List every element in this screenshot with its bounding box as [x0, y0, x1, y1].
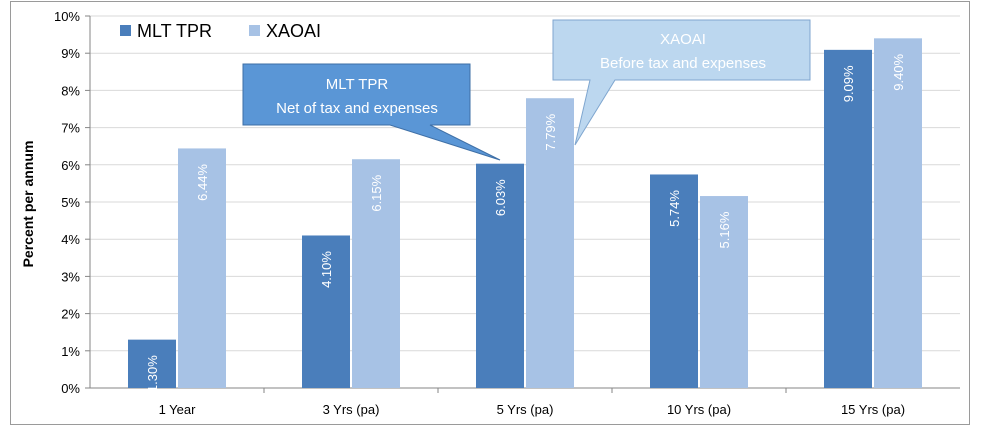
callout-box-xaoai	[552, 19, 811, 146]
y-tick-label: 10%	[54, 9, 80, 24]
callout-title-xaoai: XAOAI	[660, 31, 706, 48]
y-tick-label: 0%	[61, 381, 80, 396]
y-tick-label: 8%	[61, 83, 80, 98]
bar-mlt-tpr	[302, 235, 350, 388]
y-tick-label: 4%	[61, 232, 80, 247]
data-label-mlt-tpr: 4.10%	[319, 251, 334, 288]
x-tick-label: 15 Yrs (pa)	[841, 402, 905, 417]
data-label-mlt-tpr: 5.74%	[667, 190, 682, 227]
legend: MLT TPR XAOAI	[120, 21, 321, 41]
y-tick-label: 3%	[61, 269, 80, 284]
callout-xaoai: XAOAI Before tax and expenses	[552, 19, 811, 146]
y-tick-label: 7%	[61, 121, 80, 136]
callout-subtitle-xaoai: Before tax and expenses	[600, 55, 766, 72]
bar-mlt-tpr	[650, 174, 698, 388]
x-tick-label: 1 Year	[159, 402, 197, 417]
bar-xaoai	[526, 98, 574, 388]
y-tick-labels: 0% 1% 2% 3% 4% 5% 6% 7% 8% 9% 10%	[54, 9, 80, 396]
bar-xaoai	[352, 159, 400, 388]
y-tick-label: 9%	[61, 46, 80, 61]
x-tick-label: 3 Yrs (pa)	[323, 402, 380, 417]
legend-label-mlt-tpr: MLT TPR	[137, 21, 212, 41]
bar-xaoai	[700, 196, 748, 388]
bars	[128, 38, 922, 389]
callout-box-mlt-tpr	[242, 63, 501, 161]
y-tick-label: 2%	[61, 307, 80, 322]
data-label-mlt-tpr: 1.30%	[145, 355, 160, 392]
bar-xaoai	[178, 148, 226, 388]
legend-swatch-mlt-tpr	[120, 25, 131, 36]
data-label-xaoai: 6.44%	[195, 164, 210, 201]
data-labels: 1.30% 6.44% 4.10% 6.15% 6.03% 7.79% 5.74% 5.16%…	[145, 53, 906, 392]
bar-mlt-tpr	[476, 163, 524, 388]
callout-mlt-tpr: MLT TPR Net of tax and expenses	[242, 63, 501, 161]
data-label-xaoai: 9.40%	[891, 53, 906, 90]
y-tick-label: 6%	[61, 158, 80, 173]
bar-mlt-tpr	[824, 49, 872, 389]
bar-xaoai	[874, 38, 922, 388]
x-tick-labels: 1 Year 3 Yrs (pa) 5 Yrs (pa) 10 Yrs (pa) 15 …	[159, 402, 905, 417]
data-label-mlt-tpr: 9.09%	[841, 65, 856, 102]
y-tick-label: 5%	[61, 195, 80, 210]
x-tick-label: 5 Yrs (pa)	[497, 402, 554, 417]
y-axis-label: Percent per annum	[20, 141, 36, 268]
legend-swatch-xaoai	[249, 25, 260, 36]
x-tick-label: 10 Yrs (pa)	[667, 402, 731, 417]
bar-mlt-tpr	[128, 339, 176, 388]
data-label-mlt-tpr: 6.03%	[493, 179, 508, 216]
gridlines	[85, 15, 960, 393]
callout-subtitle-mlt-tpr: Net of tax and expenses	[276, 100, 438, 117]
data-label-xaoai: 7.79%	[543, 113, 558, 150]
data-label-xaoai: 5.16%	[717, 211, 732, 248]
callout-title-mlt-tpr: MLT TPR	[326, 76, 389, 93]
data-label-xaoai: 6.15%	[369, 174, 384, 211]
y-tick-label: 1%	[61, 344, 80, 359]
legend-label-xaoai: XAOAI	[266, 21, 321, 41]
